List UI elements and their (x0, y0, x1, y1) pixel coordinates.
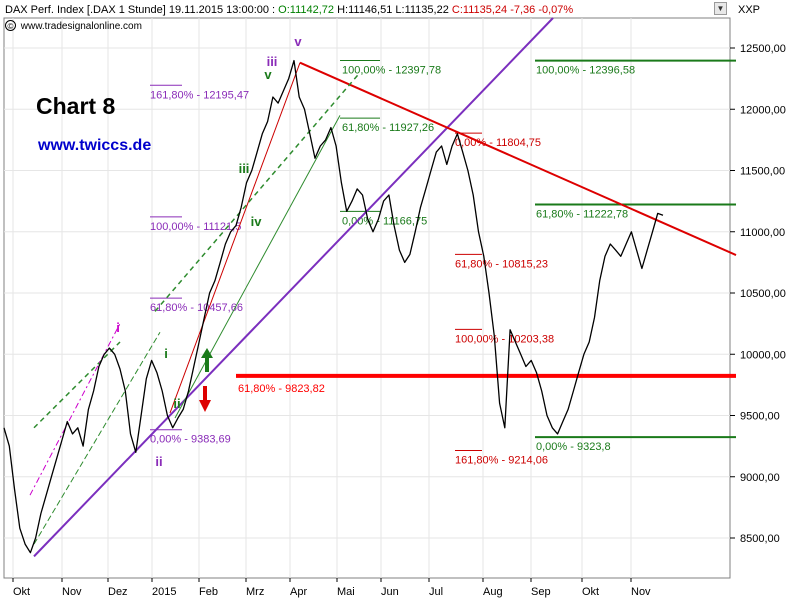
red-thin-trendline (169, 62, 301, 414)
fib-level-label: 61,80% - 11222,78 (536, 208, 628, 220)
fib-level-label: 61,80% - 9823,82 (238, 383, 325, 395)
wave-label: ii (173, 396, 180, 411)
x-tick-label: Nov (631, 586, 651, 598)
wave-label: ii (155, 454, 162, 469)
chart-overlay-title: Chart 8 (36, 93, 116, 119)
change-pct-value: -0,07% (538, 4, 574, 16)
x-tick-label: Feb (199, 586, 218, 598)
wave-label: i (164, 346, 168, 361)
wave-label: i (116, 320, 120, 335)
fib-level-label: 61,80% - 10457,66 (150, 302, 243, 314)
fib-level-label: 100,00% - 12397,78 (342, 65, 441, 77)
fib-level-label: 100,00% - 11121,5 (150, 221, 241, 233)
price-series-line (3, 59, 664, 554)
x-tick-label: Dez (108, 586, 128, 598)
x-tick-label: Mrz (246, 586, 264, 598)
datetime-label: 19.11.2015 13:00:00 (168, 4, 269, 16)
green-dashed-line-3 (154, 72, 361, 312)
x-tick-label: Aug (483, 586, 503, 598)
triangle-down-icon[interactable]: ▼ (714, 2, 727, 15)
y-tick-label: 9000,00 (740, 472, 780, 484)
fib-level-label: 161,80% - 12195,47 (150, 89, 249, 101)
fib-level-label: 61,80% - 10815,23 (455, 258, 548, 270)
close-value: C:11135,24 (451, 4, 508, 16)
fib-level-label: 0,00% - 9383,69 (150, 434, 231, 446)
y-tick-label: 10500,00 (740, 288, 786, 300)
change-value: -7,36 (510, 4, 536, 16)
instrument-name: DAX Perf. Index [.DAX (5, 4, 116, 16)
y-tick-label: 10000,00 (740, 349, 786, 361)
green-dashed-line-2 (33, 331, 161, 545)
fib-level-label: 100,00% - 12396,58 (536, 65, 635, 77)
x-tick-label: 2015 (152, 586, 176, 598)
chart-header: DAX Perf. Index [.DAX 1 Stunde] 19.11.20… (5, 4, 574, 16)
x-tick-label: Mai (337, 586, 355, 598)
copyright-icon: © (5, 20, 16, 31)
wave-label: v (264, 67, 272, 82)
wave-label: iii (239, 161, 250, 176)
green-dashed-line-1 (33, 341, 121, 429)
magenta-dashdot-line (29, 323, 121, 496)
plot-area (3, 17, 731, 579)
y-tick-label: 12000,00 (740, 104, 786, 116)
x-tick-label: Okt (582, 586, 599, 598)
fib-level-label: 0,00% - 9323,8 (536, 441, 611, 453)
y-tick-label: 9500,00 (740, 411, 780, 423)
green-thin-trendline (174, 115, 341, 419)
x-tick-label: Jul (429, 586, 443, 598)
y-tick-label: 11500,00 (740, 166, 785, 178)
fib-level-label: 100,00% - 10203,38 (455, 333, 554, 345)
fib-level-label: 0,00% - 11166,75 (342, 215, 427, 227)
source-credit: © www.tradesignalonline.com (5, 20, 142, 32)
arrow-down-icon (199, 386, 211, 412)
x-tick-label: Sep (531, 586, 551, 598)
wave-label: iii (267, 54, 278, 69)
y-tick-label: 8500,00 (740, 533, 780, 545)
wave-label: v (294, 34, 302, 49)
x-tick-label: Apr (290, 586, 307, 598)
wave-label: iv (251, 214, 263, 229)
fib-level-label: 0,00% - 11804,75 (455, 137, 541, 149)
x-tick-label: Jun (381, 586, 399, 598)
x-tick-label: Okt (13, 586, 30, 598)
arrow-up-icon (201, 348, 213, 372)
axis-unit-label: XXP (738, 4, 761, 16)
red-resistance-line (299, 61, 737, 256)
website-label[interactable]: www.twiccs.de (38, 137, 152, 154)
fib-level-label: 61,80% - 11927,26 (342, 122, 434, 134)
period-label: 1 Stunde] (118, 4, 166, 16)
purple-channel-line (33, 17, 554, 558)
y-tick-label: 12500,00 (740, 43, 786, 55)
x-tick-label: Nov (62, 586, 82, 598)
open-value: O:11142,72 (278, 4, 335, 16)
y-tick-label: 11000,00 (740, 227, 785, 239)
low-value: L:11135,22 (395, 4, 449, 16)
high-value: H:11146,51 (337, 4, 393, 16)
fib-level-label: 161,80% - 9214,06 (455, 455, 548, 467)
source-url: www.tradesignalonline.com (20, 21, 142, 32)
